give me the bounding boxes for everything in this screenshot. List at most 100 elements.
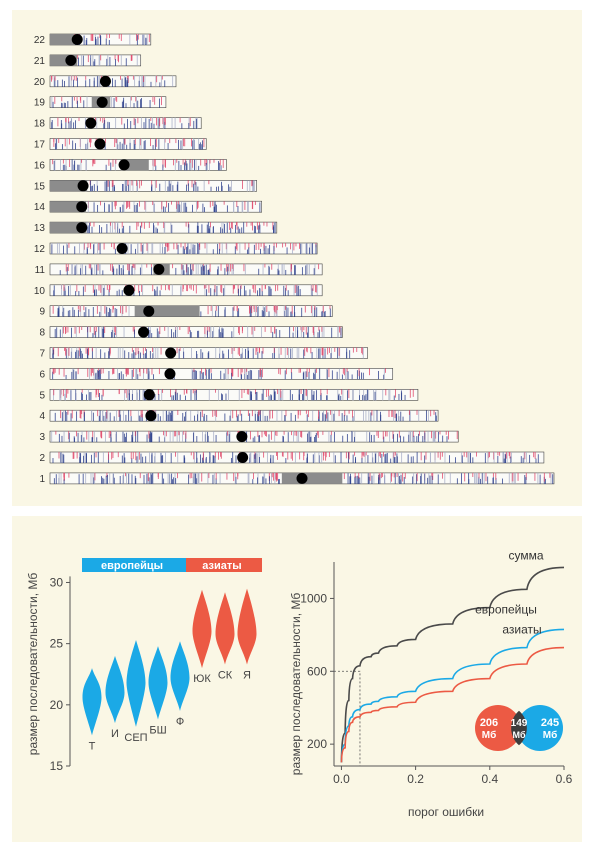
venn-left-circle (475, 705, 521, 751)
chromosome-2: 2 (39, 451, 545, 464)
series-line-3 (340, 646, 565, 763)
chromosome-20: 20 (34, 75, 177, 88)
chromosome-label: 21 (34, 56, 46, 67)
violin-y-tick-label: 30 (50, 575, 64, 589)
venn-left-unit: Мб (482, 729, 497, 741)
chromosome-13: 13 (34, 221, 278, 234)
europeans-label: европейцы (101, 560, 163, 572)
violin-y-tick-label: 15 (50, 759, 64, 773)
centromere (237, 452, 249, 463)
chromosome-16: 16 (34, 159, 227, 171)
chromosome-4: 4 (39, 409, 439, 422)
series-line-1 (340, 566, 565, 763)
heterochromatin-region (281, 472, 343, 484)
violin-5 (170, 641, 190, 711)
series-label: сумма (508, 548, 543, 562)
chromosome-bar (49, 326, 343, 338)
chromosome-label: 1 (39, 474, 45, 485)
centromere (123, 284, 135, 296)
violin-chart: размер последовательности, Мб 15 20 25 30 е… (26, 558, 262, 773)
centromere (143, 389, 155, 401)
heterochromatin-region (120, 159, 149, 171)
centromere (71, 34, 83, 45)
line-axes: 200 600 1000 0.0 0.2 0.4 0.6 (300, 562, 573, 786)
violin-7 (215, 592, 235, 665)
chromosome-label: 9 (39, 307, 45, 318)
cnv-marks (52, 159, 224, 171)
chromosome-11: 11 (35, 263, 323, 276)
line-series: сумма европейцы азиаты (340, 548, 565, 763)
chromosome-bar (49, 117, 202, 129)
chromosome-bar (49, 430, 459, 443)
cnv-marks (59, 263, 320, 275)
violin-label: СЕП (124, 732, 147, 744)
asians-label: азиаты (202, 560, 241, 572)
chromosome-18: 18 (34, 117, 202, 130)
chromosome-label: 5 (39, 390, 45, 401)
centromere (94, 138, 106, 150)
violin-3 (126, 639, 146, 727)
centromere (77, 180, 89, 192)
heterochromatin-region (50, 180, 88, 192)
cnv-marks (51, 96, 162, 108)
violin-label: Ф (176, 716, 184, 728)
chromosome-19: 19 (34, 96, 167, 109)
size-charts: размер последовательности, Мб 15 20 25 30 е… (26, 548, 573, 819)
chromosome-label: 12 (34, 244, 46, 255)
centromere (138, 326, 150, 338)
chromosome-3: 3 (39, 430, 459, 443)
chromosome-21: 21 (34, 54, 142, 67)
venn-right-value: 245 (541, 717, 559, 729)
chromosome-22: 22 (34, 33, 152, 46)
cnv-marks (51, 431, 458, 443)
violin-label: Т (89, 740, 96, 752)
cnv-marks (53, 389, 414, 401)
centromere (296, 472, 308, 484)
chromosome-label: 3 (39, 432, 45, 443)
size-charts-panel: размер последовательности, Мб 15 20 25 30 е… (12, 516, 582, 842)
cnv-marks (87, 201, 261, 213)
chromosome-label: 10 (34, 286, 46, 297)
cnv-marks (52, 347, 364, 359)
centromere (65, 54, 77, 66)
cnv-marks (53, 472, 554, 484)
venn-diagram: 206 Мб 149 Мб 245 Мб (475, 705, 563, 751)
violin-y-axis-label: размер последовательности, Мб (26, 573, 40, 756)
centromere (165, 347, 177, 359)
chromosome-label: 15 (34, 181, 46, 192)
violin-8 (237, 588, 257, 665)
chromosome-10: 10 (34, 284, 323, 297)
chromosome-label: 13 (34, 223, 46, 234)
cnv-marks (54, 410, 437, 422)
centromere (99, 75, 111, 87)
chromosome-15: 15 (34, 180, 257, 192)
venn-right-circle (517, 705, 563, 751)
chromosome-label: 2 (39, 453, 45, 464)
heterochromatin-region (50, 222, 87, 234)
line-y-tick-label: 200 (307, 737, 327, 751)
chromosome-14: 14 (34, 200, 262, 213)
asians-band (186, 558, 262, 572)
line-chart: размер последовательности, Мб порог ошиб… (289, 548, 573, 819)
violin-2 (105, 655, 125, 724)
venn-right-unit: Мб (543, 729, 558, 741)
line-x-axis-label: порог ошибки (408, 805, 484, 819)
chromosome-label: 17 (34, 140, 46, 151)
chromosome-8: 8 (39, 326, 343, 339)
violin-1 (82, 668, 102, 736)
centromere (164, 368, 176, 380)
cnv-marks (53, 284, 318, 296)
chromosome-bar (49, 284, 323, 297)
chromosome-label: 16 (34, 160, 46, 171)
centromere (96, 96, 108, 108)
chromosome-label: 7 (39, 349, 45, 360)
chromosome-map-panel: 22 21 20 19 18 17 16 15 14 13 12 11 10 9 8 7 6 5 4 3 2 1 (12, 10, 582, 506)
centromere (118, 159, 130, 171)
centromere (116, 243, 128, 254)
heterochromatin-region (50, 34, 75, 45)
centromere (145, 410, 157, 422)
chromosome-1: 1 (39, 472, 555, 485)
violin-4 (148, 646, 168, 720)
line-y-tick-label: 1000 (300, 591, 327, 605)
